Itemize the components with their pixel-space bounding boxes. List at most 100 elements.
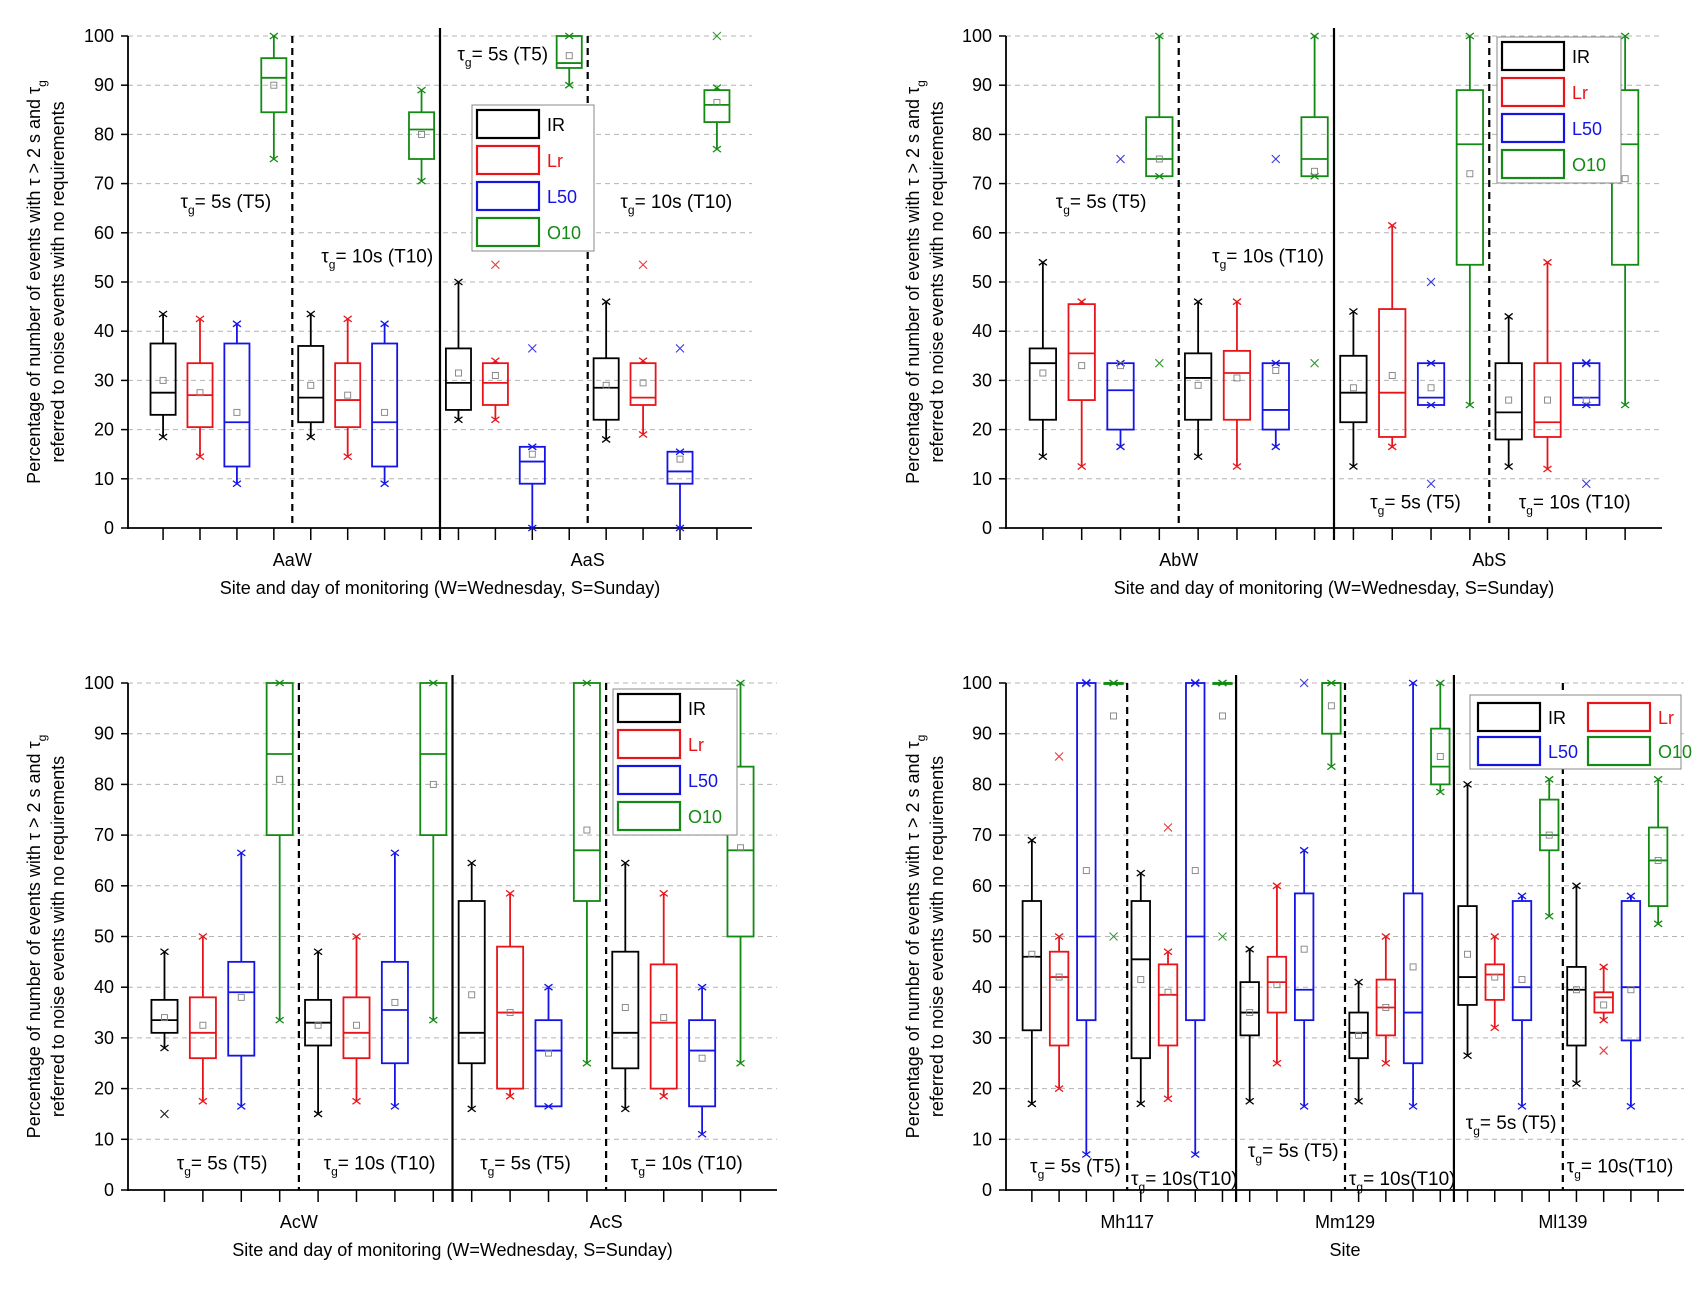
annotation-text: = 10s(T10) [1363,1169,1455,1190]
y-tick-label: 90 [972,724,992,744]
legend-frame [612,688,738,836]
box-ir-13 [1494,312,1523,471]
mean-marker [1300,945,1308,953]
whisker-cap [1349,462,1358,471]
legend-item-ir: IR [1500,40,1590,72]
x-tick-label: AbW [1159,550,1198,570]
legend-label: L50 [1572,119,1602,139]
annotation-tau: τ [620,192,628,213]
whisker-cap [1381,932,1391,941]
whisker-cap [1349,308,1358,316]
whisker-cap [1626,892,1636,900]
whisker-cap [306,310,316,318]
box-l50-15 [666,344,694,532]
box-o10-4 [1116,32,1174,368]
box-iqr [445,347,472,411]
whisker-cap [1077,462,1087,471]
annotation-tau-g: τg= 10s (T10) [1212,246,1324,271]
mean-marker [1117,362,1124,370]
whisker-cap [269,32,279,40]
box-ir-5 [1184,298,1213,461]
y-tick-label: 80 [94,774,114,794]
box-iqr [457,900,486,1065]
legend-swatch [616,764,682,796]
whisker-cap [1620,401,1630,409]
whisker-cap [275,1016,285,1024]
whisker-cap [313,948,323,956]
whisker-cap [232,480,242,488]
whisker-cap [1435,679,1445,687]
annotation-tau: τ [631,1154,639,1175]
annotation-text: = 10s (T10) [645,1154,743,1175]
y-tick-label: 100 [962,26,992,46]
mean-marker [1491,973,1499,981]
whisker-cap [1543,258,1552,266]
legend-label: IR [1548,708,1566,728]
box-o10-24 [1647,775,1669,928]
legend-label: IR [688,699,706,719]
annotation-text: = 5s (T5) [1070,192,1147,213]
whisker-cap [1435,788,1445,796]
y-tick-label: 90 [972,75,992,95]
whisker-cap [428,1016,438,1024]
mean-marker [314,1021,322,1029]
whisker-cap [582,1059,592,1067]
legend-swatch [1476,735,1542,767]
annotation-subscript: g [628,203,635,217]
box-iqr [1348,1011,1369,1060]
x-axis-title: Site and day of monitoring (W=Wednesday,… [220,578,661,598]
y-tick-label: 50 [94,272,114,292]
whisker-cap [1081,1150,1091,1159]
mean-marker [1545,831,1553,839]
annotation-subscript: g [1356,1180,1363,1194]
box-ir-5 [1130,869,1151,1108]
legend-item-l50: L50 [1476,735,1578,767]
annotation-tau-g: τg= 5s (T5) [1466,1113,1557,1138]
box-iqr [726,765,755,938]
annotation-subscript: g [1220,257,1227,271]
legend-swatch [1500,76,1566,108]
mean-marker [602,381,610,389]
whisker-cap [417,177,426,185]
annotation-subscript: g [1378,503,1385,517]
whisker-cap [1490,932,1500,941]
box-iqr [572,682,601,902]
y-tick-label: 80 [94,124,114,144]
x-tick-label: AcW [280,1212,318,1232]
y-tick-label: 100 [962,673,992,693]
box-iqr [1457,905,1478,1006]
box-iqr [223,342,251,468]
annotation-tau: τ [180,192,188,213]
annotation-text: = 10s (T10) [635,192,733,213]
mean-marker [270,81,278,89]
box-iqr [1300,116,1329,178]
whisker-cap [697,1130,707,1138]
mean-marker [621,1004,629,1011]
box-l50-15 [1572,358,1601,489]
box-iqr [1021,900,1043,1032]
whisker-cap [1599,1016,1609,1024]
box-iqr [1402,892,1424,1065]
whisker-cap [236,849,246,857]
whisker-cap [505,889,515,897]
annotation-subscript: g [1574,1167,1581,1181]
box-o10-12 [1321,679,1342,771]
box-l50-3 [1106,359,1135,451]
box-l50-3 [223,320,251,488]
legend-swatch [1476,701,1542,733]
annotation-text: = 10s (T10) [338,1154,436,1175]
whisker-cap [1517,1102,1527,1110]
whisker-cap [1027,1100,1037,1108]
mean-marker [1582,396,1590,404]
mean-marker [737,844,744,852]
whisker-cap [1327,763,1336,771]
mean-marker [196,389,204,397]
mean-marker [161,1014,168,1022]
box-l50-3 [1076,678,1097,1159]
mean-marker [1466,170,1474,178]
annotation-text: = 5s (T5) [494,1154,571,1175]
whisker-cap [1232,462,1242,471]
annotation-tau: τ [457,45,465,66]
box-lr-10 [481,260,509,424]
mean-marker [1191,867,1199,875]
